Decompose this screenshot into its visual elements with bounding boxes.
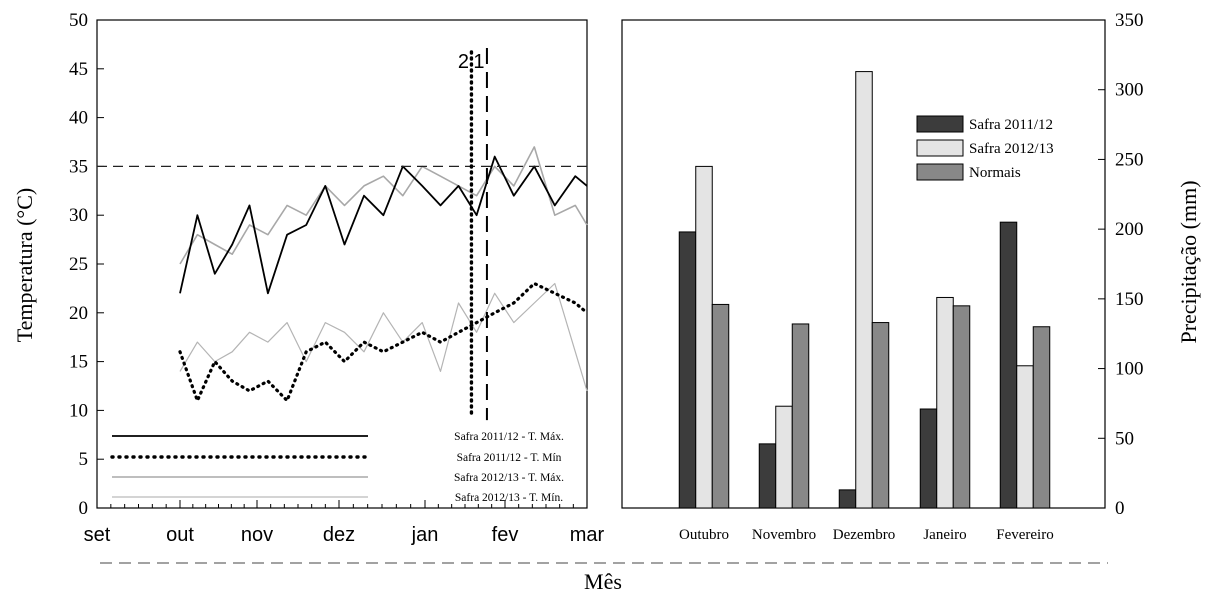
temperature-y-tick-label: 15	[69, 352, 88, 373]
legend-label-1: Safra 2011/12 - T. Mín	[457, 452, 562, 464]
temperature-x-tick-label: mar	[570, 524, 605, 546]
temp-series-2012-min	[179, 282, 588, 392]
precipitation-x-tick-label: Janeiro	[923, 527, 966, 543]
legend-label-precip-0: Safra 2011/12	[969, 117, 1053, 133]
legend-label-2: Safra 2012/13 - T. Máx.	[454, 472, 564, 484]
temperature-y-tick-label: 35	[69, 156, 88, 177]
sowing-marker-label-2: 2	[458, 51, 469, 73]
legend-swatch-0	[916, 115, 964, 133]
precipitation-y-tick-label: 200	[1115, 219, 1144, 240]
temp-series-2011-max	[179, 155, 588, 295]
precipitation-bars	[678, 71, 1051, 509]
temperature-y-tick-label: 30	[69, 205, 88, 226]
precipitation-y-tick-label: 100	[1115, 359, 1144, 380]
precipitation-y-tick-label: 50	[1115, 428, 1134, 449]
temp-series-2012-max	[179, 146, 588, 265]
temperature-y-tick-label: 50	[69, 10, 88, 31]
temperature-x-tick-label: fev	[492, 524, 519, 546]
bar-janeiro-0	[919, 408, 938, 509]
temperature-y-axis: 0 5 10 15 20 25 30 35 40 45 50	[69, 10, 104, 519]
bar-novembro-1	[775, 405, 793, 509]
precipitation-y-tick-label: 300	[1115, 80, 1144, 101]
temperature-y-tick-label: 5	[79, 449, 89, 470]
precipitation-x-axis: Outubro Novembro Dezembro Janeiro Fevereiro	[679, 527, 1054, 543]
temperature-y-tick-label: 0	[79, 498, 89, 519]
temp-series-2011-min	[178, 281, 589, 403]
legend-label-precip-2: Normais	[969, 165, 1021, 181]
bar-novembro-0	[758, 443, 777, 509]
bar-outubro-0	[678, 231, 697, 509]
precipitation-x-tick-label: Fevereiro	[996, 527, 1053, 543]
precipitation-x-tick-label: Outubro	[679, 527, 729, 543]
bar-dezembro-0	[838, 489, 857, 509]
temperature-y-tick-label: 45	[69, 59, 88, 80]
precipitation-y-axis: 0 50 100 150 200 250 300 350	[1098, 10, 1144, 519]
temperature-series	[178, 146, 589, 403]
temperature-x-tick-label: set	[84, 524, 111, 546]
bar-janeiro-2	[952, 305, 971, 509]
legend-label-precip-1: Safra 2012/13	[969, 141, 1054, 157]
precipitation-chart: 0 50 100 150 200 250 300 350 Outubro Novembro Dez…	[621, 10, 1201, 543]
temperature-x-tick-label: jan	[411, 524, 439, 546]
sowing-marker-label-1: 1	[473, 51, 484, 73]
shared-x-axis-label: Mês	[584, 569, 622, 593]
temperature-chart: 0 5 10 15 20 25 30 35 40 45 50 set out nov dez jan fev m…	[12, 10, 605, 546]
bar-dezembro-2	[871, 322, 890, 509]
temperature-y-tick-label: 10	[69, 400, 88, 421]
temperature-x-tick-label: nov	[241, 524, 273, 546]
legend-swatch-2	[916, 163, 964, 181]
bar-outubro-2	[711, 303, 730, 509]
temperature-y-axis-label: Temperatura (°C)	[12, 188, 37, 342]
bar-fevereiro-0	[999, 221, 1018, 509]
precipitation-y-tick-label: 150	[1115, 289, 1144, 310]
precipitation-y-tick-label: 250	[1115, 149, 1144, 170]
legend-swatch-1	[916, 139, 964, 157]
precipitation-legend: Safra 2011/12 Safra 2012/13 Normais	[916, 115, 1054, 181]
bar-fevereiro-1	[1016, 365, 1034, 509]
bar-fevereiro-2	[1032, 326, 1051, 509]
temperature-x-axis: set out nov dez jan fev mar	[84, 500, 605, 546]
bar-novembro-2	[791, 323, 810, 509]
legend-label-3: Safra 2012/13 - T. Mín.	[455, 492, 563, 504]
temperature-y-tick-label: 40	[69, 108, 88, 129]
precipitation-y-axis-label: Precipitação (mm)	[1176, 180, 1201, 343]
temperature-y-tick-label: 25	[69, 254, 88, 275]
precipitation-y-tick-label: 0	[1115, 498, 1125, 519]
temperature-x-tick-label: dez	[323, 524, 355, 546]
bar-dezembro-1	[855, 71, 873, 509]
temperature-x-tick-label: out	[166, 524, 194, 546]
precipitation-x-tick-label: Dezembro	[833, 527, 895, 543]
temperature-legend: Safra 2011/12 - T. Máx. Safra 2011/12 - T…	[110, 431, 564, 504]
bar-outubro-1	[695, 165, 713, 509]
legend-label-0: Safra 2011/12 - T. Máx.	[454, 431, 564, 443]
precipitation-y-tick-label: 350	[1115, 10, 1144, 31]
precipitation-x-tick-label: Novembro	[752, 527, 816, 543]
temperature-y-tick-label: 20	[69, 303, 88, 324]
bar-janeiro-1	[936, 296, 954, 509]
